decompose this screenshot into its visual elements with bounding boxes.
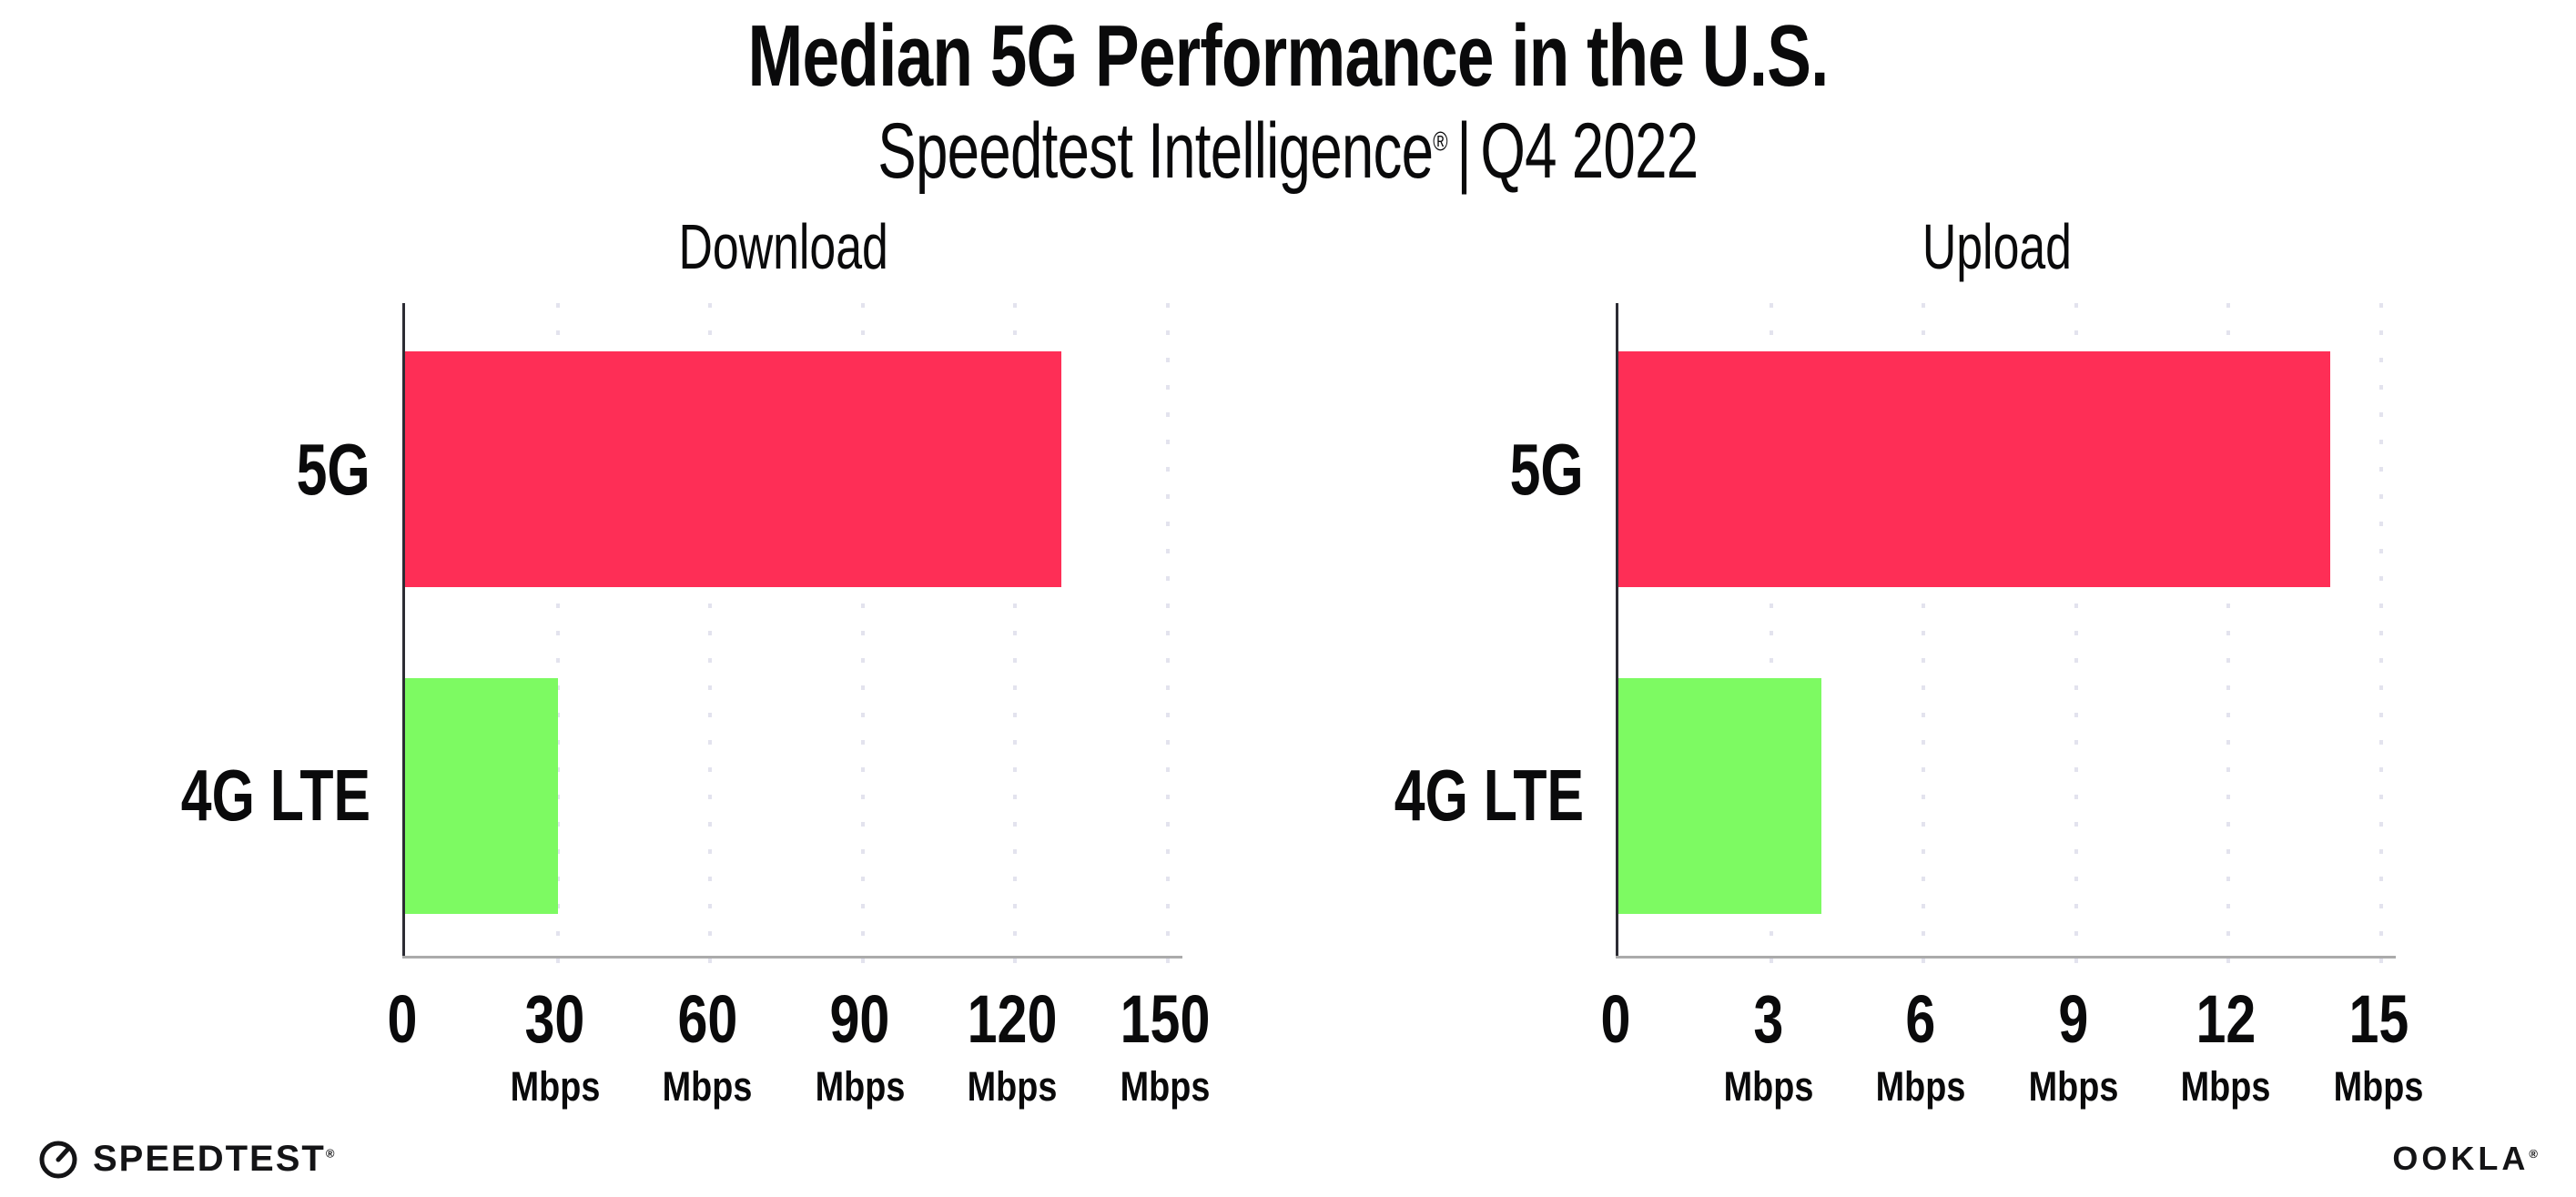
- subtitle-registered-mark: ®: [1433, 127, 1448, 157]
- y-axis-label-4g-lte: 4G LTE: [180, 755, 370, 837]
- x-tick-number: 120: [968, 981, 1058, 1057]
- download-chart: Download 5G 4G LTE 0 30 Mbps 60 Mbps 90 Mbps 120…: [129, 202, 1211, 1145]
- x-tick-unit: Mbps: [1875, 1063, 1966, 1110]
- x-tick-150: 150 Mbps: [1109, 981, 1221, 1110]
- ookla-registered-mark: ®: [2529, 1147, 2541, 1161]
- subtitle-product: Speedtest Intelligence: [877, 107, 1434, 195]
- x-tick-60: 60 Mbps: [654, 981, 761, 1110]
- gridline-6: [1922, 303, 1926, 971]
- x-tick-90: 90 Mbps: [806, 981, 914, 1110]
- gridline-150: [1166, 303, 1170, 971]
- x-tick-12: 12 Mbps: [2173, 981, 2280, 1110]
- x-tick-unit: Mbps: [1120, 1063, 1211, 1110]
- chart-title-download: Download: [678, 211, 889, 282]
- y-axis-labels: 5G 4G LTE: [1343, 303, 1616, 959]
- x-tick-number: 9: [2058, 981, 2089, 1057]
- x-tick-unit: Mbps: [1723, 1063, 1813, 1110]
- x-tick-3: 3 Mbps: [1715, 981, 1822, 1110]
- gridline-120: [1013, 303, 1018, 971]
- speedtest-registered-mark: ®: [325, 1146, 337, 1161]
- page-title: Median 5G Performance in the U.S.: [747, 7, 1829, 105]
- ookla-logo: OOKLA®: [2392, 1140, 2541, 1178]
- x-tick-number: 0: [387, 981, 418, 1057]
- x-tick-30: 30 Mbps: [502, 981, 609, 1110]
- x-axis-ticks: 0 30 Mbps 60 Mbps 90 Mbps 120 Mbps 150 Mbps: [388, 981, 1211, 1145]
- x-axis-line: [402, 956, 1182, 959]
- x-tick-15: 15 Mbps: [2325, 981, 2432, 1110]
- x-tick-number: 150: [1120, 981, 1211, 1057]
- x-tick-number: 60: [677, 981, 738, 1057]
- chart-header: Median 5G Performance in the U.S. Speedt…: [0, 9, 2576, 194]
- x-tick-9: 9 Mbps: [2020, 981, 2127, 1110]
- x-tick-unit: Mbps: [2333, 1063, 2424, 1110]
- chart-title-upload: Upload: [1922, 211, 2073, 282]
- bar-4g-lte: [405, 677, 558, 915]
- plot-area: [1616, 303, 2396, 971]
- x-tick-6: 6 Mbps: [1867, 981, 1974, 1110]
- gridline-12: [2226, 303, 2231, 971]
- x-tick-number: 30: [524, 981, 585, 1057]
- x-tick-unit: Mbps: [2028, 1063, 2119, 1110]
- bar-5g: [405, 351, 1061, 588]
- x-tick-number: 6: [1905, 981, 1936, 1057]
- gridline-90: [860, 303, 865, 971]
- gridline-30: [555, 303, 560, 971]
- plot-area: [402, 303, 1182, 971]
- y-axis-label-5g: 5G: [1509, 428, 1584, 510]
- x-tick-unit: Mbps: [662, 1063, 753, 1110]
- x-tick-number: 12: [2196, 981, 2257, 1057]
- y-axis-label-4g-lte: 4G LTE: [1394, 755, 1584, 837]
- subtitle-separator: |: [1456, 107, 1472, 195]
- ookla-wordmark: OOKLA®: [2392, 1140, 2541, 1177]
- upload-chart: Upload 5G 4G LTE 0 3 Mbps 6 Mbps 9 Mbps 12 Mbps 15…: [1343, 202, 2424, 1145]
- bar-4g-lte: [1618, 677, 1822, 915]
- x-tick-unit: Mbps: [815, 1063, 906, 1110]
- footer: SPEEDTEST® OOKLA®: [35, 1135, 2541, 1182]
- x-tick-unit: Mbps: [968, 1063, 1058, 1110]
- x-tick-0: 0: [383, 986, 421, 1053]
- x-tick-number: 15: [2348, 981, 2409, 1057]
- speedtest-logo: SPEEDTEST®: [35, 1135, 336, 1182]
- y-axis-labels: 5G 4G LTE: [129, 303, 402, 959]
- gridline-3: [1769, 303, 1773, 971]
- x-tick-number: 0: [1600, 981, 1631, 1057]
- charts-row: Download 5G 4G LTE 0 30 Mbps 60 Mbps 90 Mbps 120…: [129, 202, 2424, 1145]
- gridline-9: [2074, 303, 2078, 971]
- x-tick-unit: Mbps: [510, 1063, 600, 1110]
- x-axis-line: [1616, 956, 2396, 959]
- gridline-60: [708, 303, 713, 971]
- subtitle-period: Q4 2022: [1480, 107, 1699, 195]
- x-tick-number: 90: [829, 981, 890, 1057]
- page-subtitle: Speedtest Intelligence® | Q4 2022: [0, 107, 2576, 195]
- x-tick-number: 3: [1753, 981, 1784, 1057]
- bar-5g: [1618, 351, 2331, 588]
- x-tick-unit: Mbps: [2181, 1063, 2271, 1110]
- speedtest-gauge-icon: [39, 1141, 77, 1179]
- speedtest-wordmark: SPEEDTEST®: [93, 1138, 337, 1179]
- y-axis-label-5g: 5G: [296, 428, 370, 510]
- x-tick-0: 0: [1597, 986, 1634, 1053]
- x-tick-120: 120 Mbps: [957, 981, 1069, 1110]
- x-axis-ticks: 0 3 Mbps 6 Mbps 9 Mbps 12 Mbps 15 Mbps: [1601, 981, 2424, 1145]
- gridline-15: [2379, 303, 2383, 971]
